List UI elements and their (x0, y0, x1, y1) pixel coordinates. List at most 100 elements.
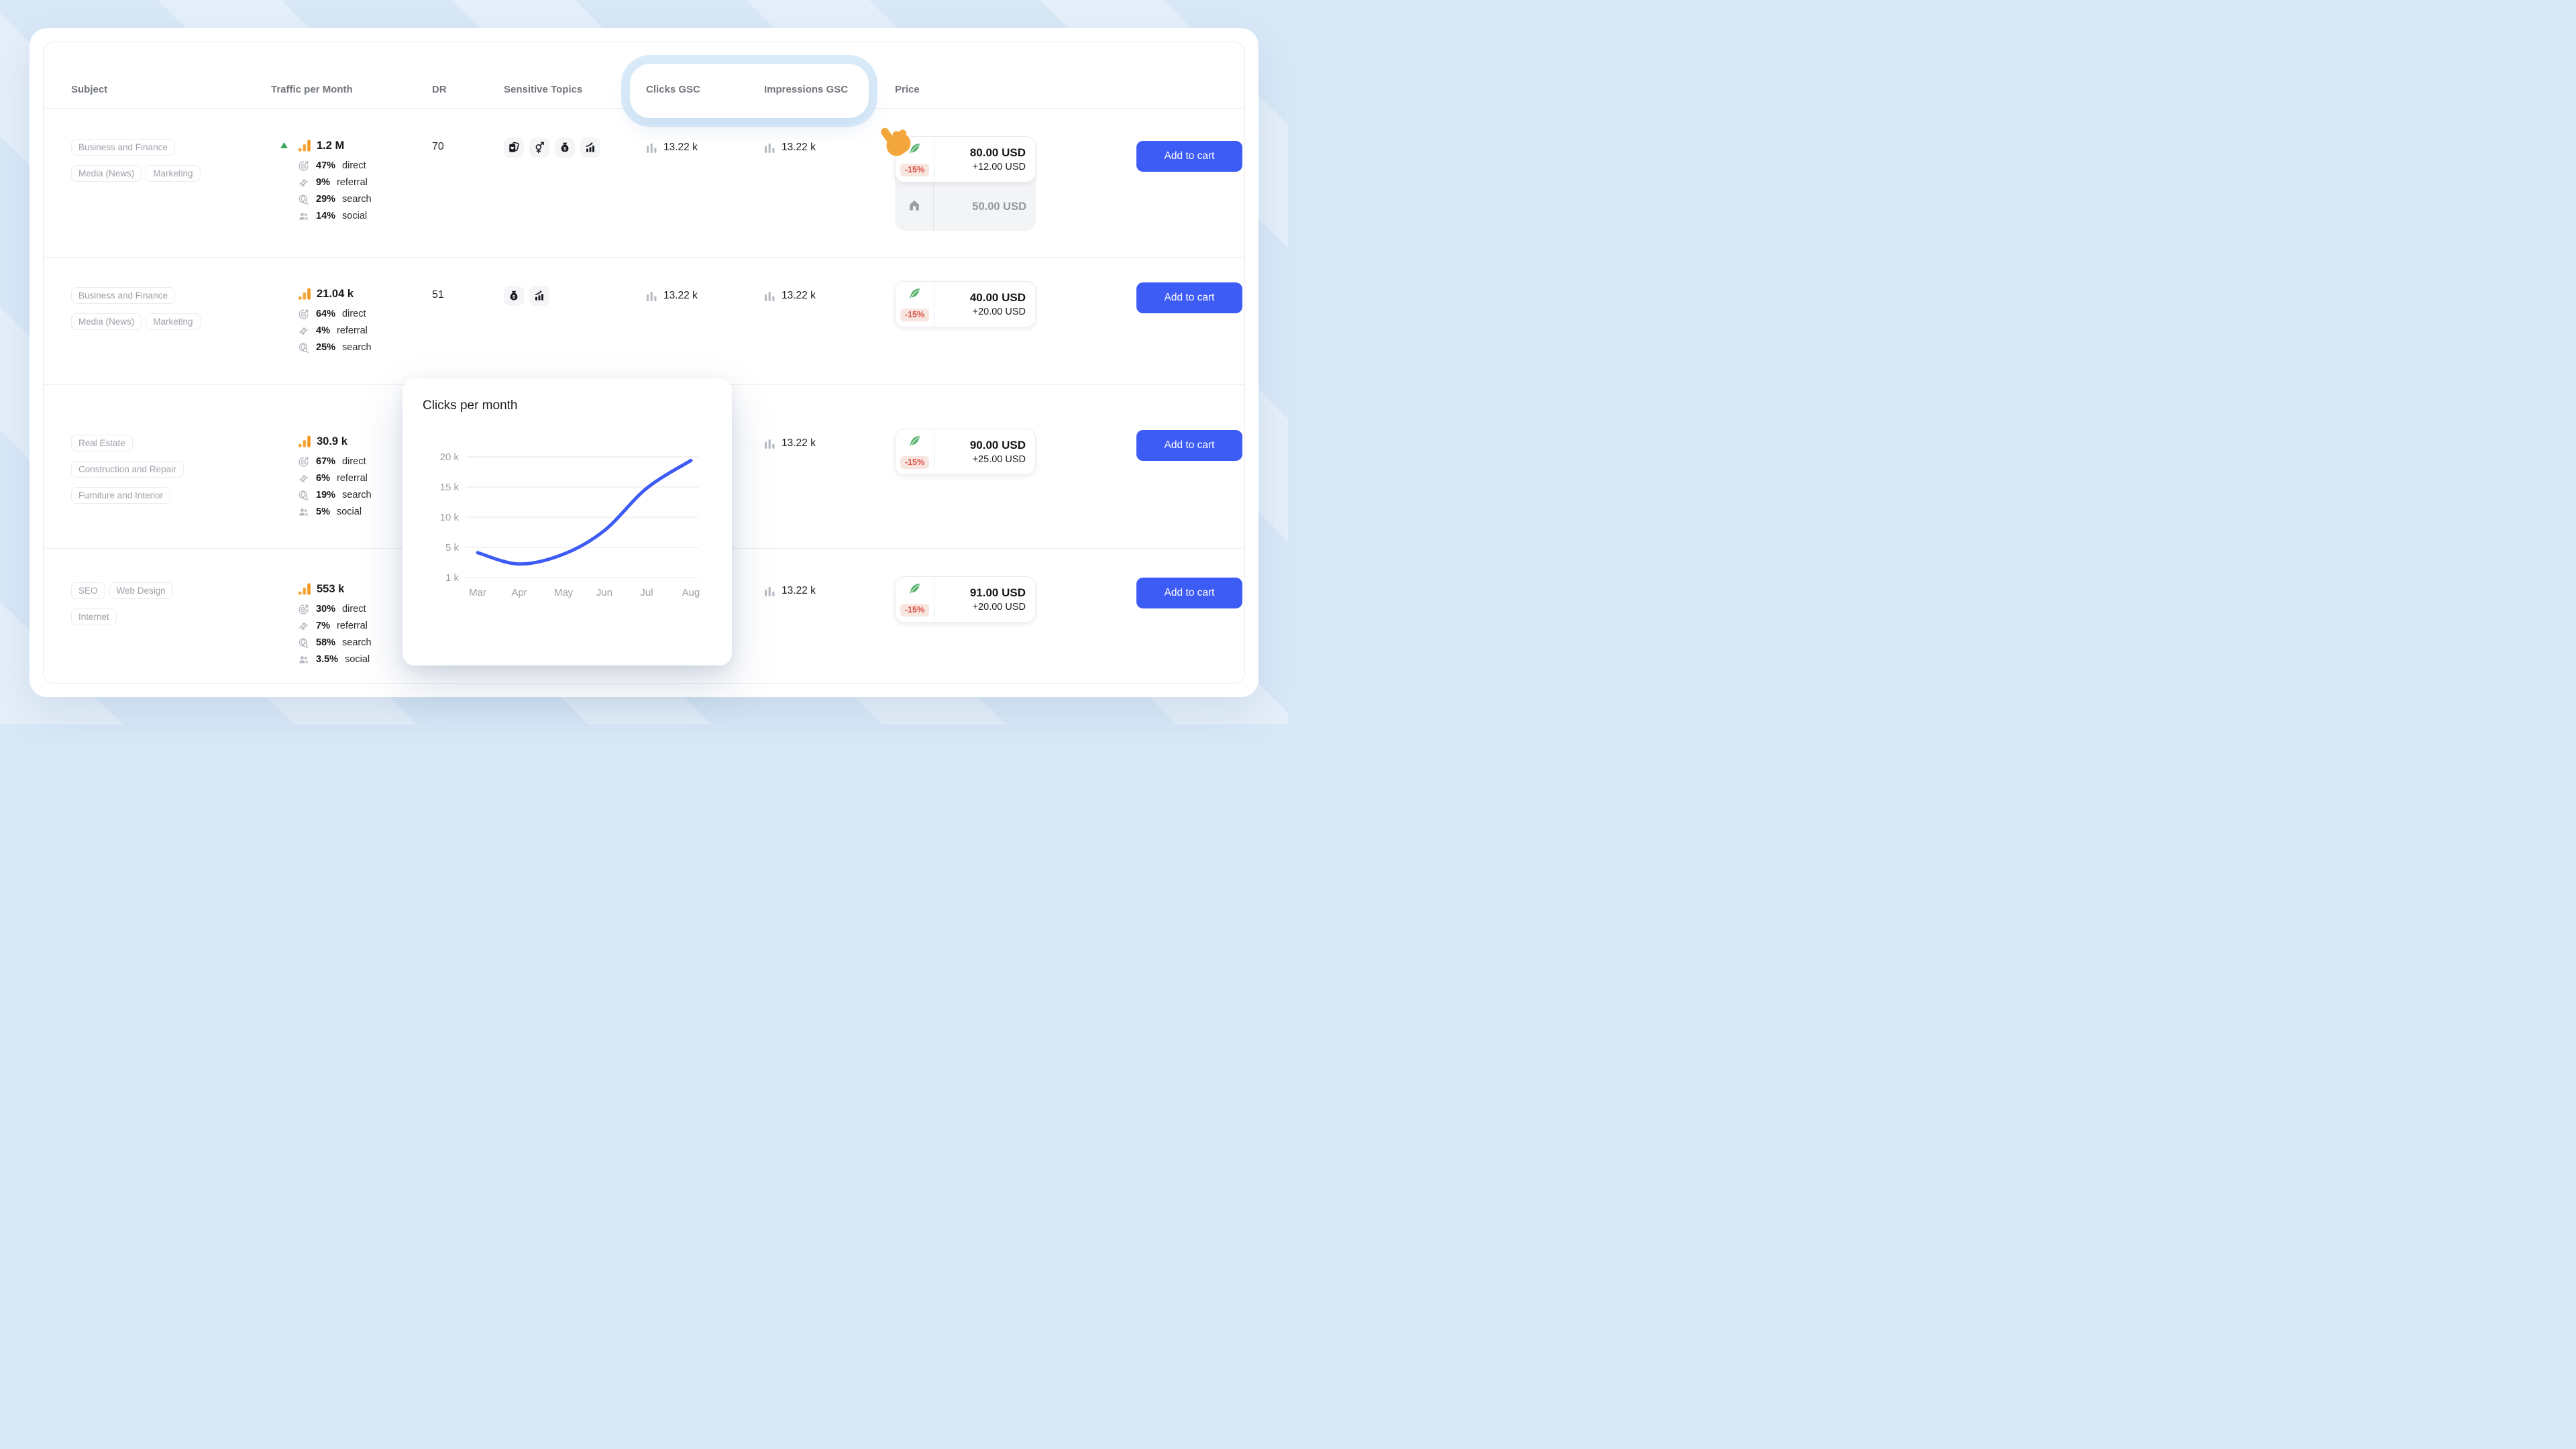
x-axis-tick-label: Apr (511, 587, 527, 598)
price-extra: +12.00 USD (972, 162, 1026, 172)
source-value: 67% (316, 456, 336, 467)
traffic-source: 9% referral (298, 177, 432, 189)
traffic-source: 14% social (298, 211, 432, 222)
referral-icon (298, 325, 309, 337)
price-option-standard[interactable]: 50.00 USD (895, 182, 1036, 231)
search-icon (298, 637, 309, 649)
listings-table: Subject Traffic per Month DR Sensitive T… (43, 42, 1245, 684)
direct-icon (298, 604, 309, 615)
add-to-cart-button[interactable]: Add to cart (1136, 282, 1242, 313)
clicks-gsc-value: 13.22 k (663, 290, 698, 301)
clicks-per-month-popup: Clicks per month 1 k 5 k 10 k 15 k 20 k Mar Ap… (402, 378, 732, 665)
price-option-discounted[interactable]: -15% 91.00 USD +20.00 USD (895, 576, 1036, 623)
subject-tag: Business and Finance (71, 287, 175, 304)
dr-value: 51 (432, 289, 444, 301)
add-to-cart-button[interactable]: Add to cart (1136, 141, 1242, 172)
traffic-sources: 47% direct 9% referral 29% search 14% socia… (298, 160, 432, 222)
source-value: 30% (316, 604, 336, 614)
source-label: direct (342, 456, 366, 467)
table-row: Business and Finance Media (News) Marketin… (44, 109, 1244, 258)
impressions-gsc-value: 13.22 k (782, 437, 816, 449)
dr-value: 70 (432, 141, 444, 152)
source-value: 5% (316, 506, 330, 517)
traffic-total: 30.9 k (271, 435, 432, 448)
cart-cell: Add to cart (1136, 430, 1242, 461)
clicks-gsc-value: 13.22 k (663, 142, 698, 153)
price-option-left: -15% (896, 137, 934, 182)
column-header-subject: Subject (71, 84, 108, 95)
subject-tag: Media (News) (71, 313, 142, 330)
analytics-bars-icon (298, 287, 311, 301)
gsc-highlight-dotted-line (637, 122, 849, 123)
source-label: search (342, 342, 372, 353)
discount-badge: -15% (900, 309, 930, 321)
traffic-cell: 21.04 k 64% direct 4% referral 25% search (271, 287, 432, 354)
popup-title: Clicks per month (423, 398, 518, 413)
subject-tag: Furniture and Interior (71, 487, 171, 504)
price-cell: -15% 90.00 USD +25.00 USD (895, 429, 1036, 475)
gsc-bars-icon (646, 142, 657, 154)
source-label: referral (336, 325, 368, 336)
price-option-discounted[interactable]: -15% 80.00 USD +12.00 USD (895, 136, 1036, 182)
add-to-cart-button[interactable]: Add to cart (1136, 578, 1242, 608)
traffic-source: 29% search (298, 194, 432, 205)
column-header-clicks-gsc: Clicks GSC (646, 84, 700, 95)
cart-cell: Add to cart (1136, 282, 1242, 313)
feather-icon (908, 142, 922, 159)
direct-icon (298, 160, 309, 172)
x-axis-tick-label: Jul (640, 587, 653, 598)
table-row: Business and Finance Media (News) Marketin… (44, 258, 1244, 385)
price-alt-left (895, 182, 934, 231)
gsc-columns-highlight (630, 64, 869, 118)
source-value: 47% (316, 160, 336, 171)
social-icon (298, 654, 309, 665)
source-label: direct (342, 604, 366, 614)
price-cell: -15% 40.00 USD +20.00 USD (895, 281, 1036, 327)
cards-icon (504, 138, 524, 158)
traffic-source: 64% direct (298, 309, 432, 320)
y-axis-tick-label: 20 k (440, 451, 460, 463)
subject-tag: SEO (71, 582, 105, 599)
source-value: 25% (316, 342, 336, 353)
traffic-source: 25% search (298, 342, 432, 354)
source-label: direct (342, 309, 366, 319)
money-bag-icon: $ (504, 286, 524, 306)
source-label: search (342, 194, 372, 205)
source-value: 58% (316, 637, 336, 648)
subject-cell: SEO Web Design Internet (71, 582, 240, 625)
gsc-bars-icon (646, 290, 657, 302)
impressions-gsc-value: 13.22 k (782, 585, 816, 596)
traffic-cell: 30.9 k 67% direct 6% referral 19% search 5% … (271, 435, 432, 518)
referral-icon (298, 473, 309, 484)
impressions-gsc-cell: 13.22 k (764, 582, 895, 597)
feather-icon (908, 582, 922, 599)
analytics-bars-icon (298, 139, 311, 152)
price-option-discounted[interactable]: -15% 90.00 USD +25.00 USD (895, 429, 1036, 475)
sensitive-topics-cell: $ (504, 286, 646, 306)
source-label: referral (336, 621, 368, 631)
price-cell: -15% 80.00 USD +12.00 USD 50.00 USD (895, 136, 1036, 231)
traffic-source: 3.5% social (298, 654, 432, 665)
subject-cell: Real Estate Construction and Repair Furnit… (71, 435, 240, 504)
price-option-right: 91.00 USD +20.00 USD (934, 577, 1035, 622)
sensitive-topics-cell: $ (504, 138, 646, 158)
feather-icon (908, 435, 922, 451)
source-label: social (342, 211, 368, 221)
source-label: search (342, 637, 372, 648)
y-axis-tick-label: 1 k (445, 572, 460, 584)
subject-cell: Business and Finance Media (News) Marketin… (71, 139, 240, 182)
svg-text:$: $ (513, 294, 515, 300)
x-axis-tick-label: May (554, 587, 574, 598)
y-axis-tick-label: 5 k (445, 542, 460, 553)
traffic-source: 19% search (298, 490, 432, 501)
subject-tag: Marketing (146, 165, 201, 182)
social-icon (298, 211, 309, 222)
y-axis-tick-label: 15 k (440, 482, 460, 493)
add-to-cart-button[interactable]: Add to cart (1136, 430, 1242, 461)
traffic-value: 30.9 k (317, 435, 347, 447)
referral-icon (298, 621, 309, 632)
traffic-source: 47% direct (298, 160, 432, 172)
source-value: 9% (316, 177, 330, 188)
price-option-discounted[interactable]: -15% 40.00 USD +20.00 USD (895, 281, 1036, 327)
source-value: 19% (316, 490, 336, 500)
